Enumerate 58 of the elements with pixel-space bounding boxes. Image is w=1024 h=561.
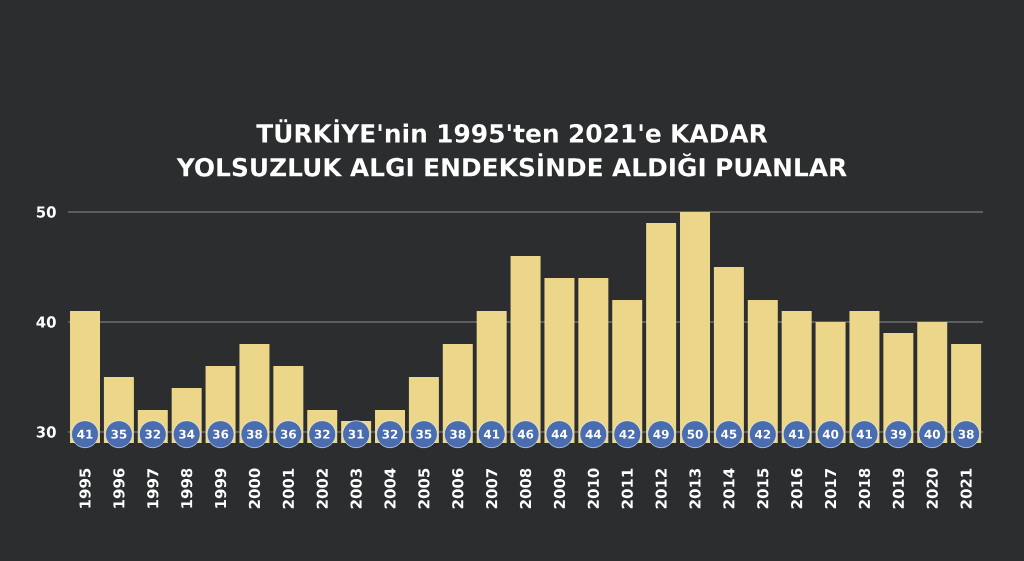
data-label: 32: [382, 429, 398, 439]
y-tick-label: 50: [36, 206, 56, 218]
x-tick-label: 2014: [723, 468, 735, 509]
data-label: 40: [924, 429, 940, 439]
data-label: 41: [483, 429, 500, 439]
data-label: 41: [856, 429, 872, 439]
x-tick-label: 2021: [960, 468, 972, 509]
data-label: 32: [314, 429, 330, 439]
data-label: 38: [450, 429, 466, 439]
data-label: 40: [822, 429, 839, 439]
x-tick-label: 2008: [519, 468, 532, 509]
x-tick-label: 2011: [621, 468, 633, 509]
x-tick-label: 1998: [181, 468, 193, 508]
x-tick-label: 2002: [316, 469, 328, 509]
data-label: 35: [111, 429, 127, 439]
chart-title: TÜRKİYE'nin 1995'ten 2021'e KADAR YOLSUZLUK ALGI ENDEKSİNDE ALDIĞI PUANLAR: [176, 119, 847, 177]
x-tick-label: 2001: [282, 468, 294, 509]
x-tick-label: 1997: [147, 468, 159, 508]
x-tick-label: 2010: [587, 468, 599, 509]
x-tick-label: 1995: [79, 468, 91, 508]
x-tick-label: 2004: [384, 468, 396, 509]
x-tick-label: 2000: [248, 468, 261, 509]
x-tick-label: 2020: [926, 468, 938, 509]
data-label: 36: [213, 429, 229, 439]
x-tick-label: 2012: [655, 469, 667, 509]
x-tick-label: 2005: [418, 468, 430, 509]
data-label: 31: [348, 429, 364, 439]
data-label: 41: [788, 429, 805, 439]
data-label: 34: [179, 429, 195, 439]
x-tick-label: 1999: [214, 468, 227, 508]
data-label: 44: [551, 429, 568, 439]
x-tick-label: 2017: [824, 468, 837, 509]
x-tick-label: 2003: [350, 468, 362, 509]
data-label: 44: [585, 429, 602, 439]
x-tick-label: 2019: [892, 468, 904, 509]
data-label: 46: [517, 429, 534, 439]
x-tick-label: 2009: [553, 468, 566, 509]
data-label: 45: [721, 429, 737, 439]
x-tick-label: 2016: [791, 468, 803, 509]
data-label: 39: [890, 429, 906, 439]
y-tick-label: 30: [36, 426, 56, 438]
x-tick-label: 1996: [113, 468, 125, 508]
x-tick-label: 2007: [486, 468, 498, 509]
data-label: 32: [145, 429, 161, 439]
data-label: 42: [755, 429, 771, 439]
data-label: 49: [653, 429, 669, 439]
x-tick-label: 2015: [757, 468, 769, 509]
data-label: 36: [280, 429, 297, 439]
data-label: 38: [246, 429, 263, 439]
data-label: 42: [619, 429, 635, 439]
x-tick-label: 2013: [689, 468, 701, 509]
data-label: 50: [687, 429, 703, 439]
data-label: 41: [77, 429, 93, 439]
x-tick-label: 2006: [452, 468, 464, 509]
y-tick-label: 40: [36, 316, 56, 328]
data-label: 38: [958, 429, 974, 439]
data-label: 35: [416, 429, 432, 439]
x-tick-label: 2018: [858, 468, 871, 509]
